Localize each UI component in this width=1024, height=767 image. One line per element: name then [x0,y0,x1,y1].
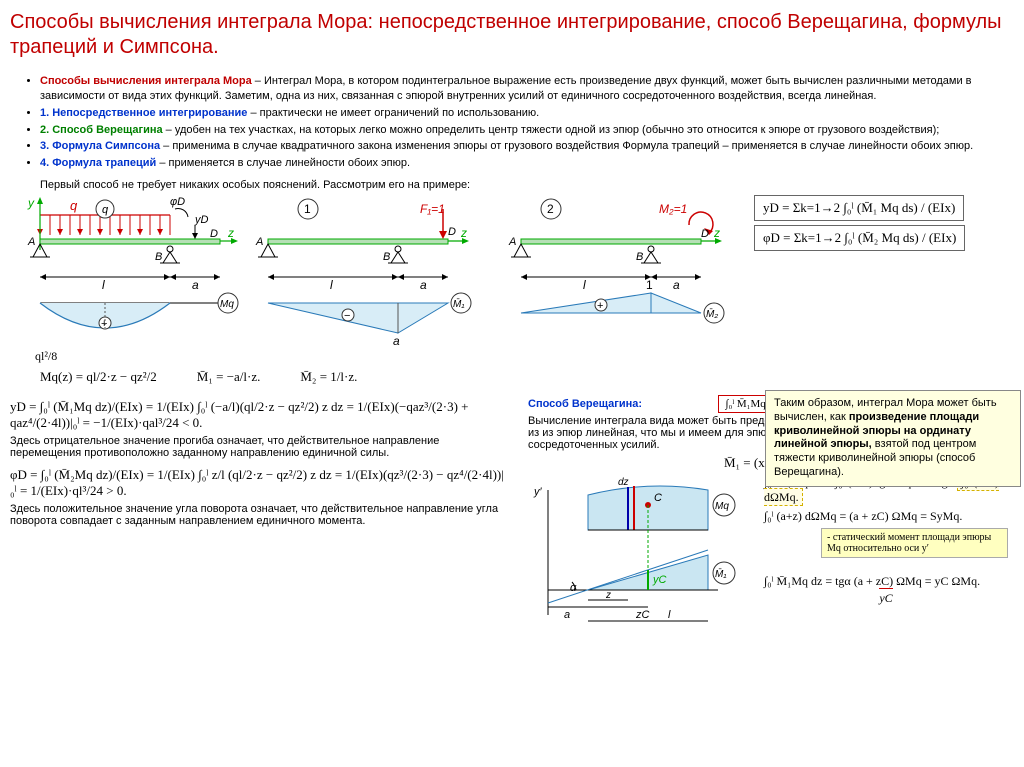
pointD: D [210,228,218,240]
z1: z [460,226,467,240]
ql8: ql²/8 [35,349,57,363]
phiD-equation: φD = ∫₀ˡ (M̄₂Mq dz)/(EIx) = 1/(EIx) ∫₀ˡ … [10,467,510,499]
B1: B [383,251,390,263]
M1bar: M̄₁ [453,298,464,311]
supportA: A [27,236,35,248]
bullet-item: 3. Формула Симпсона – применима в случае… [40,139,1014,154]
z-axis: z [227,226,234,240]
tooltip-box: Таким образом, интеграл Мора может быть … [765,390,1021,487]
Mq-circ: Mq [715,501,729,512]
plus-sign: + [101,318,107,330]
yC-underline: yC [879,588,892,605]
a2: a [673,278,680,292]
ver-t1: Вычисление интеграла вида [528,415,677,427]
supportB: B [155,251,162,263]
phiD-note: Здесь положительное значение угла поворо… [10,503,510,527]
circ2: 2 [547,202,554,216]
yD-label: yD [194,214,209,226]
page-title: Способы вычисления интеграла Мора: непос… [10,10,1014,60]
q-label: q [70,198,78,213]
zC: zC [635,609,650,621]
q-circle: q [102,204,109,216]
yC: yC [652,574,667,586]
static-moment-box: - статический момент площади эпюры Mq от… [821,528,1008,558]
C-label: C [654,492,662,504]
l1: l [330,278,333,292]
yD-note: Здесь отрицательное значение прогиба озн… [10,435,510,459]
z-dim: z [605,590,611,601]
circ1: 1 [304,202,311,216]
int-chain3: ∫₀ˡ M̄₁Mq dz = tgα (a + zC) ΩMq = yC ΩMq… [764,574,980,588]
Mq-label: Mq [220,299,234,310]
bullet-label: 3. Формула Симпсона [40,140,160,152]
B2: B [636,251,643,263]
Mq-formula: Mq(z) = ql/2·z − qz²/2 [40,369,157,385]
beam-M2-diagram: 2 M₂=1 z A B D l a + M̄₂ 1 [501,195,746,365]
bullet-list: Способы вычисления интеграла Мора – Инте… [40,74,1014,171]
svg-text:dz: dz [618,477,629,488]
ver-header: Способ Верещагина: [528,398,642,410]
bullet-item: 1. Непосредственное интегрирование – пра… [40,106,1014,121]
one-label: 1 [646,278,653,292]
F1-label: F₁=1 [420,202,445,216]
bullet-label: 2. Способ Верещагина [40,124,163,136]
formula-phiD: φD = Σk=1→2 ∫₀ˡ (M̄₂ Mq ds) / (EIx) [754,225,965,251]
M2bar-label: M̄₂ [706,308,718,321]
a-dim: a [564,609,570,621]
a-epure: a [393,334,400,348]
bullet-label: 4. Формула трапеций [40,157,156,169]
dim-l: l [102,278,105,292]
a1: a [420,278,427,292]
intro-line: Первый способ не требует никаких особых … [40,179,1014,191]
M1bar-circ: M̄₁ [715,568,726,581]
phiD-label: φD [170,196,185,208]
beam-q-diagram: q q y φD yD z A B D l a + Mq ql²/8 [10,195,240,365]
D2: D [701,228,709,240]
bullet-item: 2. Способ Верещагина – удобен на тех уча… [40,123,1014,138]
formula-yD: yD = Σk=1→2 ∫₀ˡ (M̄₁ Mq ds) / (EIx) [754,195,964,221]
bullet-item: 4. Формула трапеций – применяется в случ… [40,156,1014,171]
bullet-text: – удобен на тех участках, на которых лег… [163,124,940,136]
M1-formula: M̄₁ = −a/l·z. [197,369,261,385]
vereschagin-diagram: y′ C Mq dz α yC M̄₁ a [528,475,758,625]
bullet-text: – применима в случае квадратичного закон… [160,140,973,152]
beam-F1-diagram: 1 F₁=1 z A B D l a − M̄₁ a [248,195,493,365]
y-axis: y [27,196,35,210]
plus2: + [597,300,603,312]
bullet-text: – практически не имеет ограничений по ис… [247,107,539,119]
l2: l [583,278,586,292]
bullet-label: 1. Непосредственное интегрирование [40,107,247,119]
bullet-text: – применяется в случае линейности обоих … [156,157,410,169]
z2: z [713,226,720,240]
yprime: y′ [533,486,543,498]
int-chain2: ∫₀ˡ (a+z) dΩMq = (a + zC) ΩMq = SyMq. [764,509,1008,524]
A1: A [255,236,263,248]
M2-formula: M̄₂ = 1/l·z. [300,369,357,385]
A2: A [508,236,516,248]
dim-a: a [192,278,199,292]
yD-equation: yD = ∫₀ˡ (M̄₁Mq dz)/(EIx) = 1/(EIx) ∫₀ˡ … [10,399,510,431]
l-dim: l [668,609,671,621]
diagram-row: q q y φD yD z A B D l a + Mq ql²/8 1 F₁= [10,195,1014,365]
bullet-item: Способы вычисления интеграла Мора – Инте… [40,74,1014,104]
D1: D [448,226,456,238]
bullet-label: Способы вычисления интеграла Мора [40,75,252,87]
minus1: − [344,310,350,322]
M2-label: M₂=1 [659,202,687,216]
